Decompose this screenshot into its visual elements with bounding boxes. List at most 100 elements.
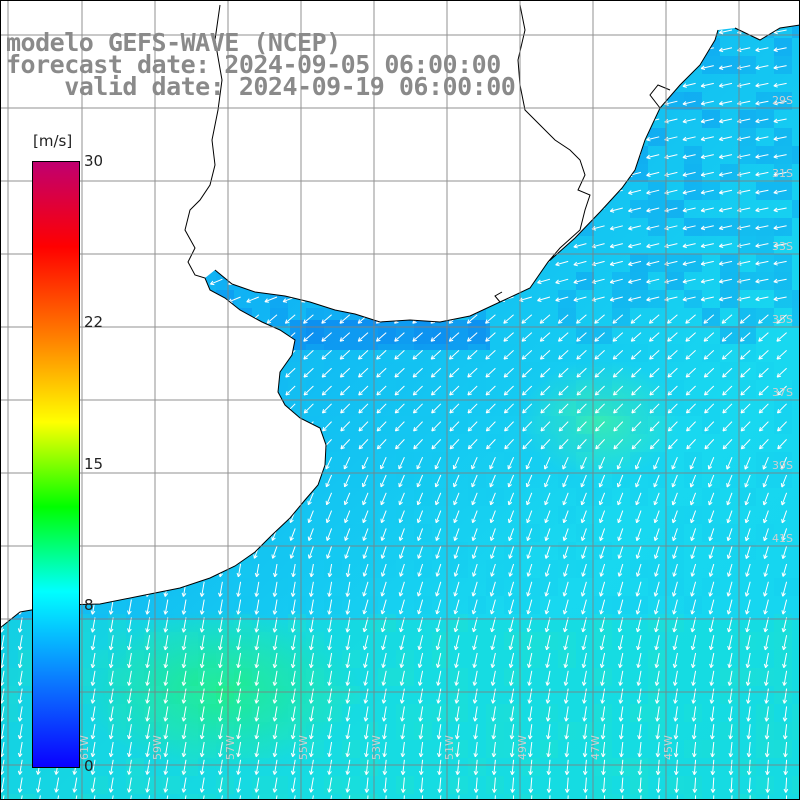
grid-cell (594, 110, 612, 128)
wind-arrow (107, 510, 114, 523)
wind-arrow (382, 724, 387, 740)
wind-arrow (300, 243, 314, 250)
grid-cell (0, 218, 18, 236)
wind-arrow (490, 546, 496, 559)
wind-arrow (599, 599, 606, 615)
wind-arrow (199, 670, 205, 686)
wind-arrow (446, 207, 460, 214)
wind-arrow (173, 100, 187, 108)
wind-arrow (453, 492, 460, 506)
wind-arrow (137, 118, 150, 126)
wind-arrow (721, 314, 733, 324)
wind-arrow (197, 456, 205, 470)
wind-arrow (289, 546, 296, 559)
wind-arrow (446, 154, 460, 160)
wind-arrow (700, 296, 714, 302)
wind-arrow (89, 546, 96, 559)
wind-arrow (228, 207, 241, 214)
grid-cell (0, 236, 18, 254)
grid-cell (432, 704, 450, 722)
wind-arrow (417, 546, 424, 559)
wind-arrow (107, 546, 114, 559)
wind-arrow (340, 385, 351, 396)
wind-arrow (522, 403, 533, 414)
wind-arrow (783, 759, 789, 776)
wind-arrow (635, 492, 642, 506)
wind-arrow (482, 100, 496, 107)
wind-arrow (621, 795, 624, 800)
grid-cell (378, 110, 396, 128)
grid-cell (270, 560, 288, 578)
wind-arrow (100, 207, 114, 215)
wind-arrow (546, 777, 552, 793)
wind-arrow (319, 154, 332, 161)
grid-cell (576, 128, 594, 146)
wind-arrow (453, 581, 460, 597)
wind-arrow (526, 563, 533, 577)
wind-arrow (373, 296, 387, 303)
grid-cell (594, 398, 612, 416)
wind-arrow (690, 599, 697, 615)
grid-cell (90, 182, 108, 200)
wind-arrow (555, 136, 569, 142)
grid-cell (558, 380, 576, 398)
wind-arrow (198, 510, 205, 524)
wind-arrow (428, 100, 441, 107)
grid-cell (72, 110, 90, 128)
grid-cell (18, 668, 36, 686)
wind-arrow (726, 492, 733, 506)
wind-arrow (391, 154, 405, 160)
grid-cell (468, 488, 486, 506)
wind-arrow (781, 599, 788, 615)
wind-arrow (230, 332, 241, 342)
wind-arrow (216, 528, 223, 541)
wind-arrow (612, 332, 624, 342)
grid-cell (288, 164, 306, 182)
wind-arrow (194, 350, 205, 360)
grid-cell (306, 326, 324, 344)
wind-arrow (355, 243, 369, 250)
latitude-label: 39S (772, 459, 793, 472)
wind-arrow (464, 136, 478, 142)
wind-arrow (307, 492, 314, 506)
wind-arrow (303, 403, 314, 414)
wind-arrow (155, 136, 169, 143)
wind-arrow (212, 332, 223, 342)
wind-arrow (744, 510, 751, 524)
grid-cell (720, 56, 738, 74)
wind-arrow (191, 118, 205, 125)
wind-arrow (491, 706, 496, 722)
colorbar-tick-label: 30 (84, 152, 104, 170)
grid-cell (270, 578, 288, 596)
wind-arrow (591, 65, 605, 71)
wind-arrow (327, 777, 333, 793)
grid-cell (522, 596, 540, 614)
grid-cell (522, 794, 540, 800)
wind-arrow (758, 403, 769, 414)
wind-arrow (309, 652, 314, 669)
wind-arrow (228, 136, 241, 143)
grid-cell (468, 326, 486, 344)
wind-arrow (289, 492, 296, 506)
grid-cell (180, 290, 198, 308)
wind-arrow (234, 474, 242, 488)
wind-arrow (646, 225, 660, 231)
wind-arrow (304, 439, 314, 450)
wind-arrow (619, 777, 625, 793)
grid-cell (198, 254, 216, 272)
wind-arrow (726, 581, 733, 597)
wind-arrow (563, 563, 569, 577)
grid-cell (270, 506, 288, 524)
grid-cell (108, 542, 126, 560)
grid-cell (522, 452, 540, 470)
wind-arrow (654, 635, 660, 651)
wind-arrow (376, 421, 387, 432)
wind-arrow (545, 652, 551, 668)
wind-arrow (530, 795, 533, 800)
wind-arrow (718, 296, 733, 302)
wind-arrow (489, 528, 496, 542)
wind-arrow (718, 225, 733, 231)
wind-arrow (340, 403, 351, 414)
wind-arrow (526, 599, 533, 615)
wind-arrow (181, 670, 187, 686)
